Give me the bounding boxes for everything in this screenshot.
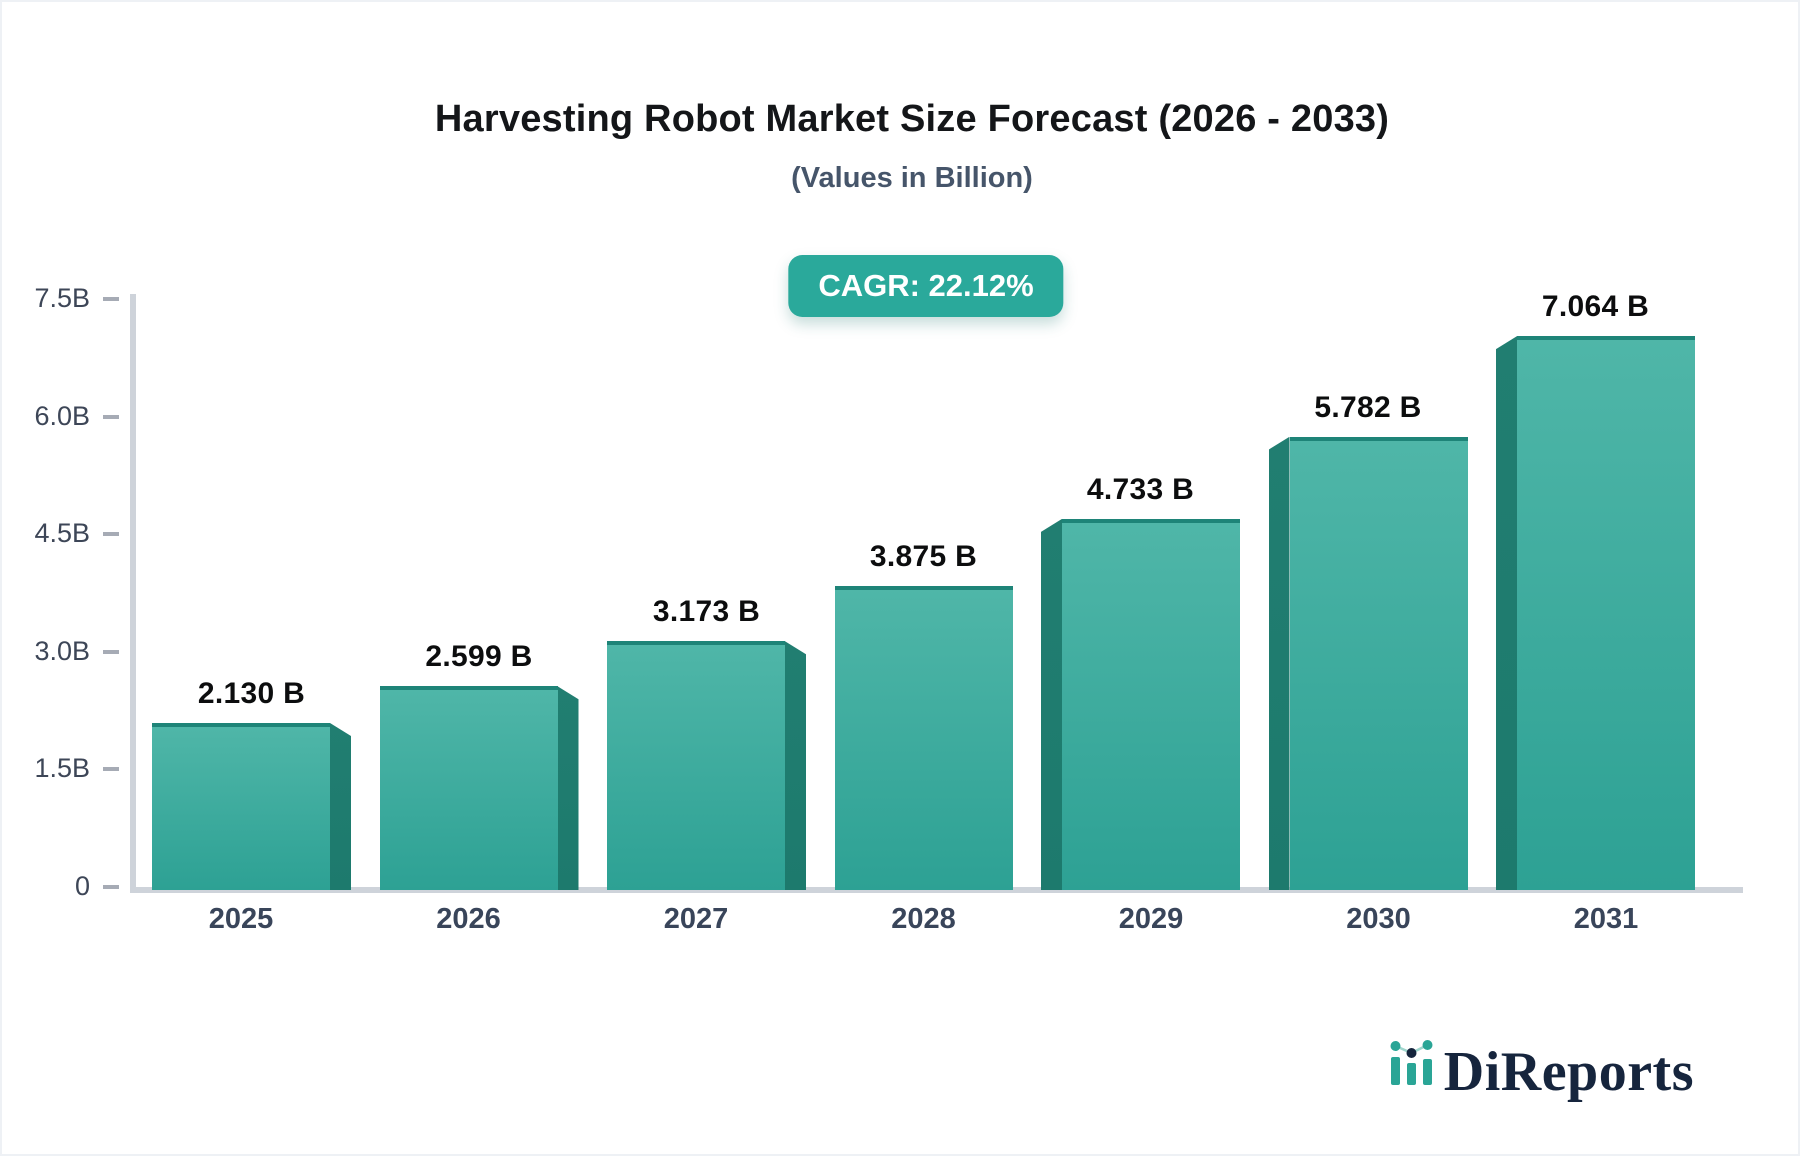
y-axis-tick-label: 1.5B <box>34 753 90 784</box>
bar-value-label-2030: 5.782 B <box>1314 390 1422 424</box>
cagr-badge: CAGR: 22.12% <box>788 255 1064 317</box>
bar-value-label-2031: 7.064 B <box>1541 290 1650 324</box>
bar-value-label-2029: 4.733 B <box>1086 472 1195 506</box>
bar-2030 <box>1289 436 1468 890</box>
bar-2025 <box>152 723 330 890</box>
y-axis-tick <box>103 767 119 772</box>
y-axis-tick <box>103 414 119 419</box>
bar-2027 <box>607 641 785 890</box>
y-axis-tick <box>103 885 119 889</box>
brand-logo: DiReports <box>1386 1038 1694 1100</box>
bar-value-label-2026: 2.599 B <box>425 640 533 674</box>
y-axis-tick-label: 7.5B <box>34 283 90 313</box>
bar-2031 <box>1517 336 1695 890</box>
bar-side-2029 <box>1041 518 1062 890</box>
bar-value-label-2027: 3.173 B <box>652 595 761 629</box>
x-axis-label-2027: 2027 <box>663 903 729 935</box>
y-axis-tick-label: 0 <box>74 871 90 901</box>
chart-subtitle: (Values in Billion) <box>791 162 1033 194</box>
x-axis-label-2031: 2031 <box>1573 903 1639 935</box>
bar-2028 <box>834 586 1013 890</box>
y-axis-tick-label: 6.0B <box>34 400 90 431</box>
x-axis-label-2025: 2025 <box>208 903 274 935</box>
mini-bar-line-chart-icon <box>1390 1040 1433 1085</box>
bar-side-2031 <box>1496 336 1517 890</box>
y-axis-tick-label: 3.0B <box>34 635 90 666</box>
y-axis-tick-label: 4.5B <box>34 518 90 549</box>
x-axis-label-2026: 2026 <box>436 903 501 935</box>
y-axis-tick <box>103 297 119 301</box>
brand-name: DiReports <box>1443 1041 1694 1103</box>
bar-side-2030 <box>1268 436 1290 890</box>
bar-2026 <box>379 686 558 890</box>
x-axis-line <box>130 887 1743 893</box>
y-axis-tick <box>103 532 119 537</box>
x-axis-label-2030: 2030 <box>1346 903 1411 935</box>
y-axis-tick <box>103 649 119 654</box>
chart-title: Harvesting Robot Market Size Forecast (2… <box>434 98 1390 140</box>
x-axis-label-2029: 2029 <box>1118 903 1184 935</box>
bar-side-2027 <box>785 641 806 890</box>
bar-value-label-2025: 2.130 B <box>197 677 306 710</box>
y-axis-line <box>130 294 136 893</box>
x-axis-label-2028: 2028 <box>891 903 956 935</box>
bar-2029 <box>1062 518 1240 890</box>
bar-side-2026 <box>557 686 579 890</box>
bar-value-label-2028: 3.875 B <box>869 540 978 574</box>
bar-side-2025 <box>330 723 351 890</box>
